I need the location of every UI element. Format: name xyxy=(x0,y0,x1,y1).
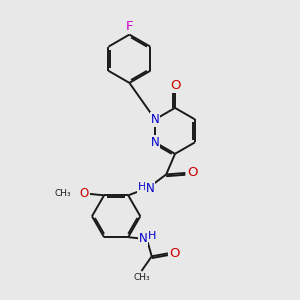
Text: F: F xyxy=(126,20,133,33)
Text: N: N xyxy=(151,136,160,149)
Text: H: H xyxy=(148,231,156,241)
Text: O: O xyxy=(80,188,89,200)
Text: O: O xyxy=(170,79,180,92)
Text: N: N xyxy=(146,182,154,195)
Text: CH₃: CH₃ xyxy=(55,189,71,198)
Text: CH₃: CH₃ xyxy=(133,273,150,282)
Text: O: O xyxy=(188,167,198,179)
Text: O: O xyxy=(169,247,180,260)
Text: N: N xyxy=(139,232,147,245)
Text: N: N xyxy=(151,113,160,126)
Text: H: H xyxy=(138,182,146,192)
